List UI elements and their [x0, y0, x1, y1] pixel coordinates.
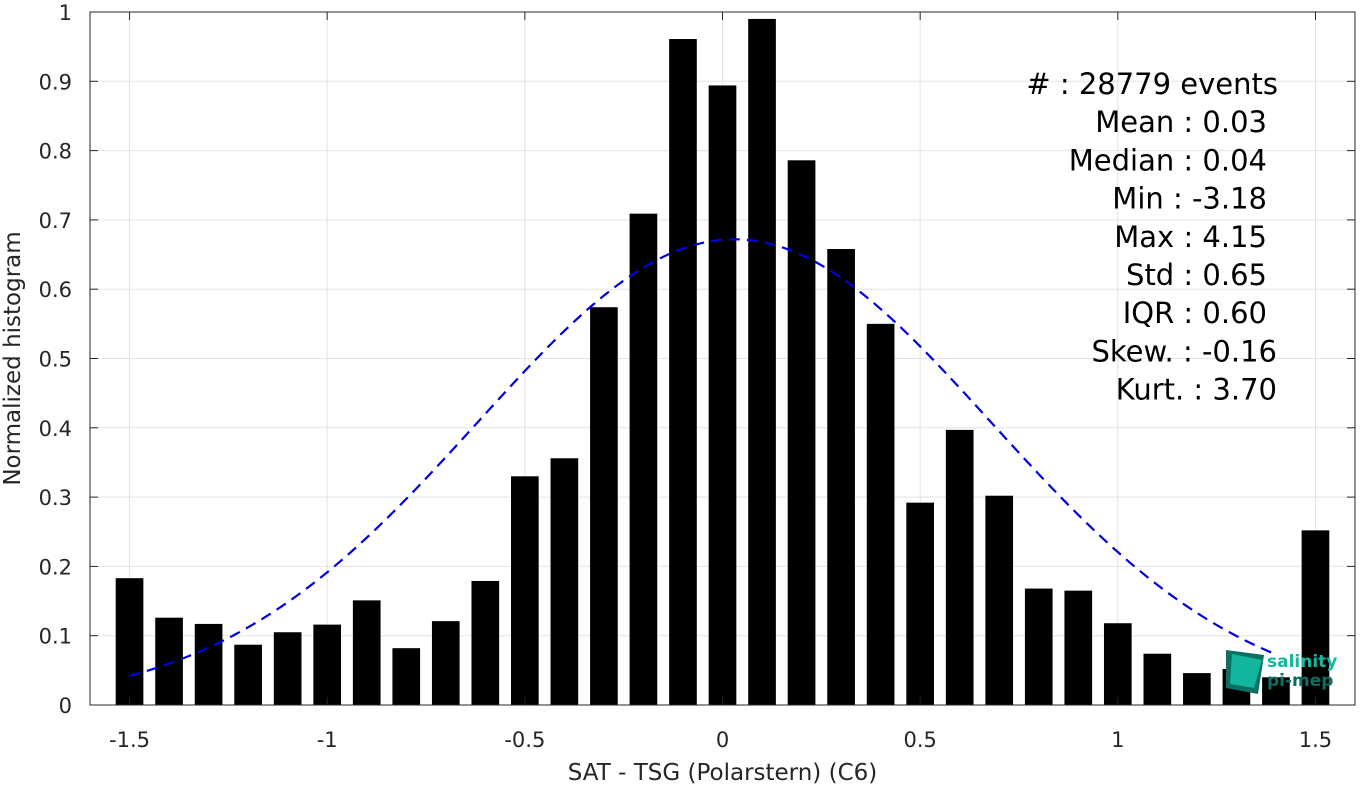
histogram-bar: [1064, 590, 1093, 705]
histogram-bar: [511, 476, 539, 705]
histogram-bar: [866, 323, 895, 705]
x-tick-label: 1: [1111, 728, 1124, 752]
y-tick-labels: 0 0.1 0.2 0.3 0.4 0.5 0.6 0.7 0.8 0.9 1: [39, 1, 72, 718]
y-tick-label: 0.1: [39, 625, 72, 649]
histogram-bar: [708, 85, 737, 705]
histogram-bar: [273, 632, 302, 705]
logo-line1: salinity: [1267, 652, 1337, 672]
histogram-bar: [827, 249, 855, 706]
histogram-bar: [748, 18, 776, 706]
histogram-bar: [550, 458, 579, 705]
y-tick-label: 0.5: [39, 348, 72, 372]
histogram-bar: [906, 502, 934, 705]
histogram-bar: [1262, 677, 1290, 705]
histogram-bar: [194, 623, 223, 705]
y-tick-label: 1: [59, 1, 72, 25]
y-tick-label: 0.2: [39, 555, 72, 579]
y-axis-title: Normalized histogram: [0, 231, 26, 485]
x-tick-label: 0.5: [903, 728, 936, 752]
histogram-bar: [1143, 653, 1172, 705]
statistics-annotation: # : 28779 events Mean : 0.03 Median : 0.04…: [1026, 67, 1278, 407]
histogram-bar: [1183, 673, 1211, 705]
histogram-bar: [234, 644, 262, 705]
logo-shape-front: [1230, 654, 1262, 688]
histogram-bar: [590, 307, 618, 705]
salinity-pimep-logo: salinity pi-mep: [1226, 650, 1337, 694]
logo-line2: pi-mep: [1267, 671, 1333, 691]
x-tick-label: -1: [317, 728, 338, 752]
x-tick-label: 1.5: [1299, 728, 1332, 752]
histogram-bar: [787, 160, 816, 705]
stat-line: Max : 4.15: [1114, 220, 1267, 254]
y-tick-label: 0: [59, 694, 72, 718]
histogram-bar: [352, 600, 381, 705]
histogram-bar: [945, 429, 974, 705]
x-axis-title: SAT - TSG (Polarstern) (C6): [568, 760, 877, 785]
histogram-bar: [313, 624, 342, 705]
y-tick-label: 0.6: [39, 278, 72, 302]
y-tick-label: 0.9: [39, 70, 72, 94]
stat-line: Min : -3.18: [1112, 182, 1267, 216]
y-tick-label: 0.3: [39, 486, 72, 510]
histogram-bar: [155, 617, 183, 705]
histogram-bar: [985, 495, 1014, 705]
histogram-bars: [115, 18, 1330, 706]
stat-line: Median : 0.04: [1069, 143, 1267, 177]
x-tick-label: -0.5: [504, 728, 545, 752]
gaussian-fit-curve: [129, 238, 1277, 677]
y-tick-label: 0.4: [39, 417, 72, 441]
stat-line: Mean : 0.03: [1095, 105, 1267, 139]
x-tick-labels: -1.5 -1 -0.5 0 0.5 1 1.5: [109, 728, 1332, 752]
y-tick-label: 0.7: [39, 209, 72, 233]
histogram-bar: [431, 621, 460, 705]
stat-line: Skew. : -0.16: [1091, 334, 1277, 368]
axis-ticks: [90, 11, 1355, 706]
stat-line: Kurt. : 3.70: [1116, 373, 1277, 407]
y-tick-label: 0.8: [39, 140, 72, 164]
x-tick-label: -1.5: [109, 728, 150, 752]
histogram-bar: [629, 213, 658, 705]
histogram-bar: [1024, 588, 1053, 705]
histogram-bar: [1103, 623, 1132, 705]
stat-line: # : 28779 events: [1026, 67, 1278, 101]
histogram-bar: [669, 39, 697, 706]
histogram-bar: [1301, 530, 1330, 705]
histogram-bar: [115, 578, 144, 705]
stat-line: IQR : 0.60: [1123, 296, 1267, 330]
histogram-bar: [471, 580, 500, 705]
x-tick-label: 0: [716, 728, 729, 752]
stat-line: Std : 0.65: [1126, 258, 1267, 292]
histogram-bar: [392, 648, 421, 705]
